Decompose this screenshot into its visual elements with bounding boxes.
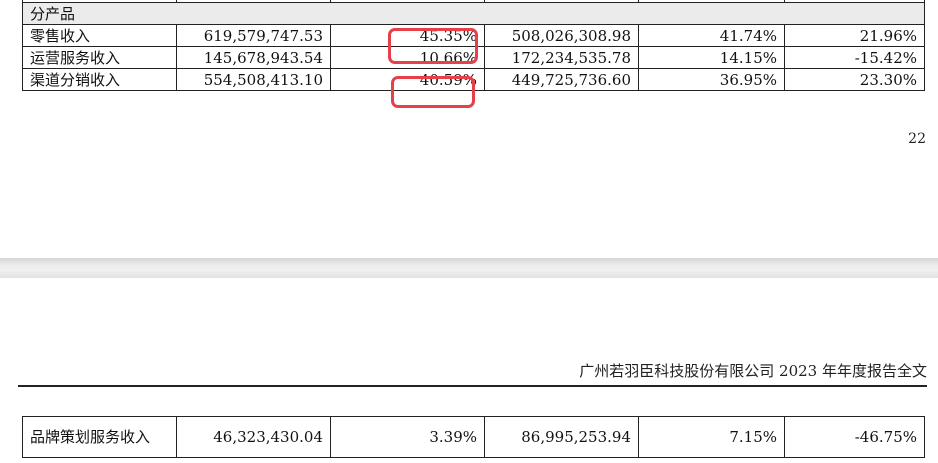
highlight-box-distribution-percent (391, 76, 475, 108)
yoy-change: -15.42% (784, 46, 925, 69)
revenue-continued-table: 品牌策划服务收入 46,323,430.04 3.39% 86,995,253.… (22, 416, 925, 458)
previous-percent: 14.15% (638, 46, 785, 69)
previous-amount: 172,234,535.78 (484, 46, 639, 69)
previous-amount: 508,026,308.98 (484, 24, 639, 47)
previous-amount: 86,995,253.94 (484, 416, 639, 458)
highlight-box-retail-percent (388, 28, 478, 64)
page-gap (0, 258, 938, 278)
previous-amount: 449,725,736.60 (484, 68, 639, 91)
revenue-by-product-table: 分产品 零售收入 619,579,747.53 45.35% 508,026,3… (22, 0, 925, 91)
header-rule (18, 385, 927, 387)
current-amount: 46,323,430.04 (176, 416, 331, 458)
row-label: 运营服务收入 (22, 46, 177, 69)
yoy-change: 23.30% (784, 68, 925, 91)
current-amount: 145,678,943.54 (176, 46, 331, 69)
current-amount: 619,579,747.53 (176, 24, 331, 47)
previous-percent: 7.15% (638, 416, 785, 458)
table-row: 渠道分销收入 554,508,413.10 40.59% 449,725,736… (22, 68, 925, 91)
previous-percent: 41.74% (638, 24, 785, 47)
table-row: 品牌策划服务收入 46,323,430.04 3.39% 86,995,253.… (22, 416, 925, 458)
page-number: 22 (908, 131, 926, 147)
current-percent: 3.39% (330, 416, 485, 458)
yoy-change: -46.75% (784, 416, 925, 458)
current-amount: 554,508,413.10 (176, 68, 331, 91)
previous-percent: 36.95% (638, 68, 785, 91)
row-label: 品牌策划服务收入 (22, 416, 177, 458)
table-row: 零售收入 619,579,747.53 45.35% 508,026,308.9… (22, 24, 925, 47)
row-label: 渠道分销收入 (22, 68, 177, 91)
section-label: 分产品 (22, 2, 925, 25)
row-label: 零售收入 (22, 24, 177, 47)
current-percent: 40.59% (330, 68, 485, 91)
report-header: 广州若羽臣科技股份有限公司 2023 年年度报告全文 (579, 362, 927, 380)
yoy-change: 21.96% (784, 24, 925, 47)
section-row: 分产品 (22, 2, 925, 25)
